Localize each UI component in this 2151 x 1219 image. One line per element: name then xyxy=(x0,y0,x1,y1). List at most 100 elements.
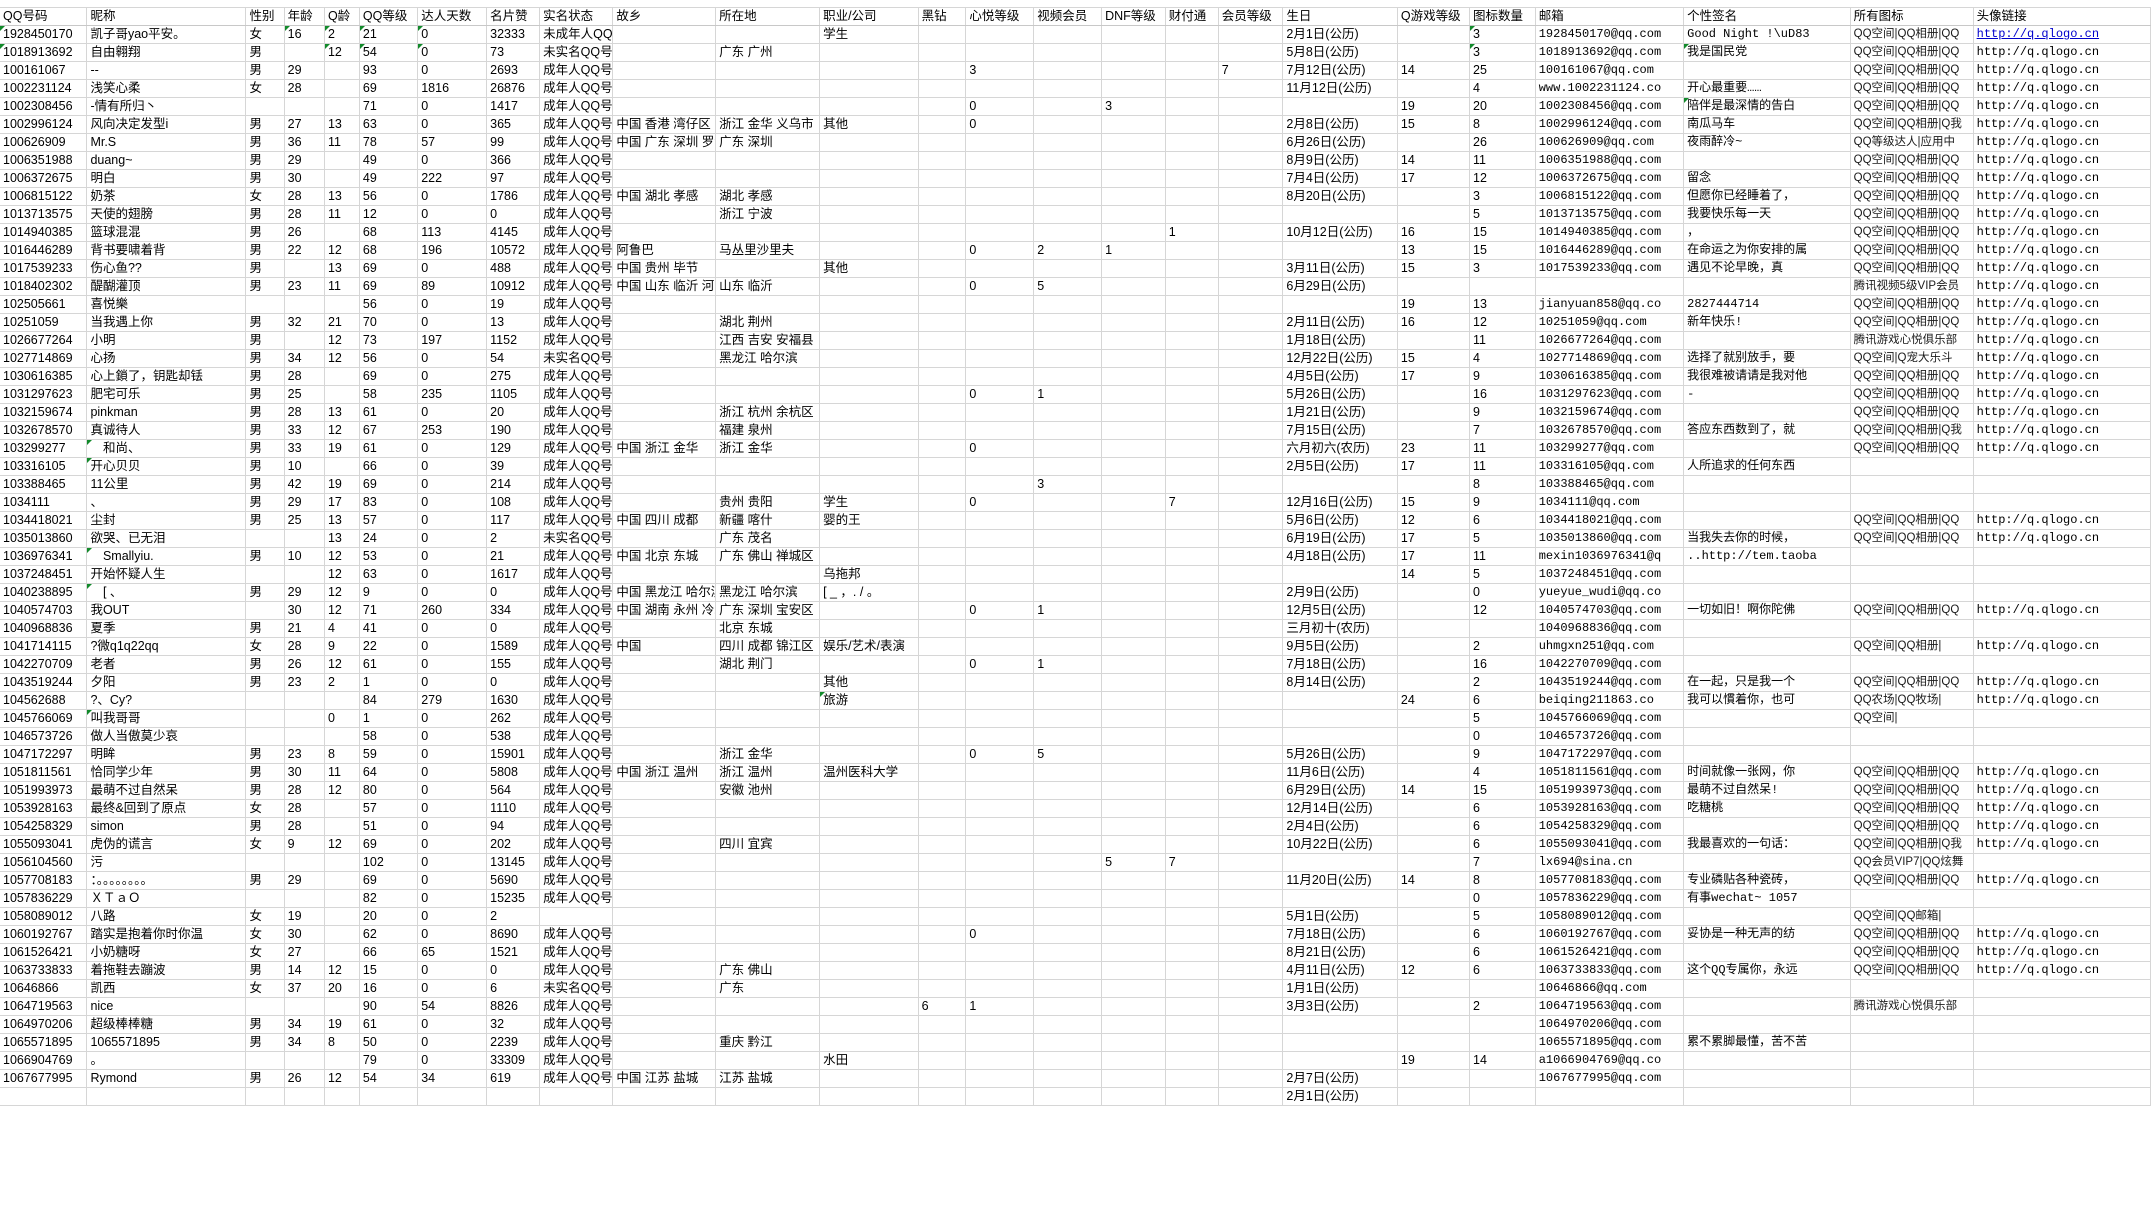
cell-heizuan[interactable] xyxy=(918,421,967,440)
cell-xinyue[interactable] xyxy=(965,691,1035,710)
cell-iconcount[interactable]: 11 xyxy=(1469,331,1536,350)
cell-hometown[interactable] xyxy=(612,565,717,584)
cell-realname[interactable]: 成年人QQ号 xyxy=(539,457,614,476)
cell-qage[interactable]: 13 xyxy=(324,187,360,206)
cell-job[interactable]: 娱乐/艺术/表演 xyxy=(819,637,919,656)
cell-job[interactable]: 学生 xyxy=(819,493,919,512)
cell-dnf[interactable] xyxy=(1101,439,1166,458)
cell-age[interactable] xyxy=(284,889,325,908)
cell-sex[interactable]: 男 xyxy=(245,421,285,440)
cell-email[interactable]: 1006372675@qq.com xyxy=(1535,169,1685,188)
cell-qq[interactable]: 1060192767 xyxy=(0,925,88,944)
cell-videovip[interactable]: 5 xyxy=(1033,745,1103,764)
cell-birthday[interactable]: 8月20日(公历) xyxy=(1282,187,1398,206)
cell-sign[interactable]: 我很难被请请是我对他 xyxy=(1683,367,1851,386)
cell-job[interactable] xyxy=(819,655,919,674)
cell-videovip[interactable] xyxy=(1033,709,1103,728)
cell-xinyue[interactable] xyxy=(965,853,1035,872)
cell-nick[interactable]: 我OUT xyxy=(86,601,247,620)
cell-birthday[interactable]: 2月1日(公历) xyxy=(1282,25,1398,44)
cell-qgame[interactable] xyxy=(1397,979,1471,998)
cell-birthday[interactable]: 7月4日(公历) xyxy=(1282,169,1398,188)
cell-job[interactable] xyxy=(819,745,919,764)
cell-qlevel[interactable]: 84 xyxy=(359,691,419,710)
cell-nick[interactable]: 小奶糖呀 xyxy=(86,943,247,962)
table-row[interactable]: 1043519244 夕阳男 23 2 1 0 0 成年人QQ号 其他 8月14日(公历) 2 104… xyxy=(0,673,2151,692)
cell-email[interactable]: 1006351988@qq.com xyxy=(1535,151,1685,170)
cell-qlevel[interactable]: 80 xyxy=(359,781,419,800)
cell-darenday[interactable]: 57 xyxy=(417,133,488,152)
cell-realname[interactable]: 成年人QQ号 xyxy=(539,547,614,566)
cell-avatar[interactable]: http://q.qlogo.cn xyxy=(1973,673,2151,692)
cell-caifutong[interactable] xyxy=(1165,997,1219,1016)
cell-allicons[interactable] xyxy=(1850,889,1974,908)
cell-avatar[interactable]: http://q.qlogo.cn xyxy=(1973,115,2151,134)
cell-qlevel[interactable]: 71 xyxy=(359,601,419,620)
cell-avatar[interactable] xyxy=(1973,1033,2151,1052)
cell-job[interactable] xyxy=(819,79,919,98)
cell-qage[interactable]: 12 xyxy=(324,601,360,620)
cell-age[interactable]: 14 xyxy=(284,961,325,980)
cell-sex[interactable]: 女 xyxy=(245,835,285,854)
cell-heizuan[interactable] xyxy=(918,583,967,602)
cell-location[interactable]: 新疆 喀什 xyxy=(715,511,821,530)
cell-avatar[interactable]: http://q.qlogo.cn xyxy=(1973,331,2151,350)
cell-birthday[interactable]: 12月14日(公历) xyxy=(1282,799,1398,818)
cell-iconcount[interactable]: 2 xyxy=(1469,637,1536,656)
cell-email[interactable]: 1051811561@qq.com xyxy=(1535,763,1685,782)
cell-avatar[interactable]: http://q.qlogo.cn xyxy=(1973,637,2151,656)
cell-darenday[interactable]: 0 xyxy=(417,115,488,134)
cell-sign[interactable] xyxy=(1683,1015,1851,1034)
cell-iconcount[interactable]: 6 xyxy=(1469,925,1536,944)
cell-memberlevel[interactable] xyxy=(1218,1069,1284,1088)
cell-dnf[interactable] xyxy=(1101,1051,1166,1070)
cell-qq[interactable]: 1056104560 xyxy=(0,853,88,872)
cell-birthday[interactable]: 6月19日(公历) xyxy=(1282,529,1398,548)
cell-cardlike[interactable]: 1589 xyxy=(486,637,541,656)
cell-realname[interactable]: 成年人QQ号 xyxy=(539,97,614,116)
cell-memberlevel[interactable] xyxy=(1218,43,1284,62)
table-row[interactable]: 100161067 -- 男 29 93 0 2693 成年人QQ号 3 7 7月12日(公历) 14… xyxy=(0,61,2151,80)
cell-age[interactable]: 33 xyxy=(284,439,325,458)
cell-memberlevel[interactable] xyxy=(1218,1051,1284,1070)
cell-iconcount[interactable]: 12 xyxy=(1469,169,1536,188)
cell-age[interactable] xyxy=(284,1087,325,1106)
cell-qq[interactable]: 1018402302 xyxy=(0,277,88,296)
cell-nick[interactable]: 最萌不过自然呆 xyxy=(86,781,247,800)
cell-qlevel[interactable]: 61 xyxy=(359,439,419,458)
cell-videovip[interactable] xyxy=(1033,169,1103,188)
cell-location[interactable] xyxy=(715,673,821,692)
cell-email[interactable]: 1013713575@qq.com xyxy=(1535,205,1685,224)
cell-darenday[interactable]: 0 xyxy=(417,151,488,170)
cell-allicons[interactable] xyxy=(1850,583,1974,602)
cell-caifutong[interactable] xyxy=(1165,961,1219,980)
cell-iconcount[interactable]: 14 xyxy=(1469,1051,1536,1070)
cell-avatar[interactable]: http://q.qlogo.cn xyxy=(1973,799,2151,818)
cell-videovip[interactable] xyxy=(1033,25,1103,44)
cell-avatar[interactable] xyxy=(1973,907,2151,926)
cell-heizuan[interactable] xyxy=(918,961,967,980)
cell-birthday[interactable]: 12月5日(公历) xyxy=(1282,601,1398,620)
cell-sign[interactable]: ..http://tem.taoba xyxy=(1683,547,1851,566)
cell-heizuan[interactable] xyxy=(918,1033,967,1052)
cell-videovip[interactable] xyxy=(1033,619,1103,638)
cell-memberlevel[interactable] xyxy=(1218,151,1284,170)
cell-qage[interactable] xyxy=(324,61,360,80)
cell-qlevel[interactable]: 102 xyxy=(359,853,419,872)
cell-heizuan[interactable] xyxy=(918,817,967,836)
cell-hometown[interactable]: 阿鲁巴 xyxy=(612,241,717,260)
cell-job[interactable] xyxy=(819,1069,919,1088)
cell-qgame[interactable]: 14 xyxy=(1397,61,1471,80)
cell-age[interactable]: 30 xyxy=(284,925,325,944)
cell-nick[interactable]: 真诚待人 xyxy=(86,421,247,440)
cell-darenday[interactable]: 89 xyxy=(417,277,488,296)
cell-realname[interactable]: 成年人QQ号 xyxy=(539,1069,614,1088)
cell-avatar[interactable] xyxy=(1973,583,2151,602)
cell-cardlike[interactable]: 5808 xyxy=(486,763,541,782)
cell-birthday[interactable] xyxy=(1282,709,1398,728)
cell-birthday[interactable] xyxy=(1282,241,1398,260)
cell-xinyue[interactable] xyxy=(965,727,1035,746)
cell-xinyue[interactable] xyxy=(965,133,1035,152)
cell-qq[interactable]: 104562688 xyxy=(0,691,88,710)
cell-birthday[interactable]: 2月11日(公历) xyxy=(1282,313,1398,332)
